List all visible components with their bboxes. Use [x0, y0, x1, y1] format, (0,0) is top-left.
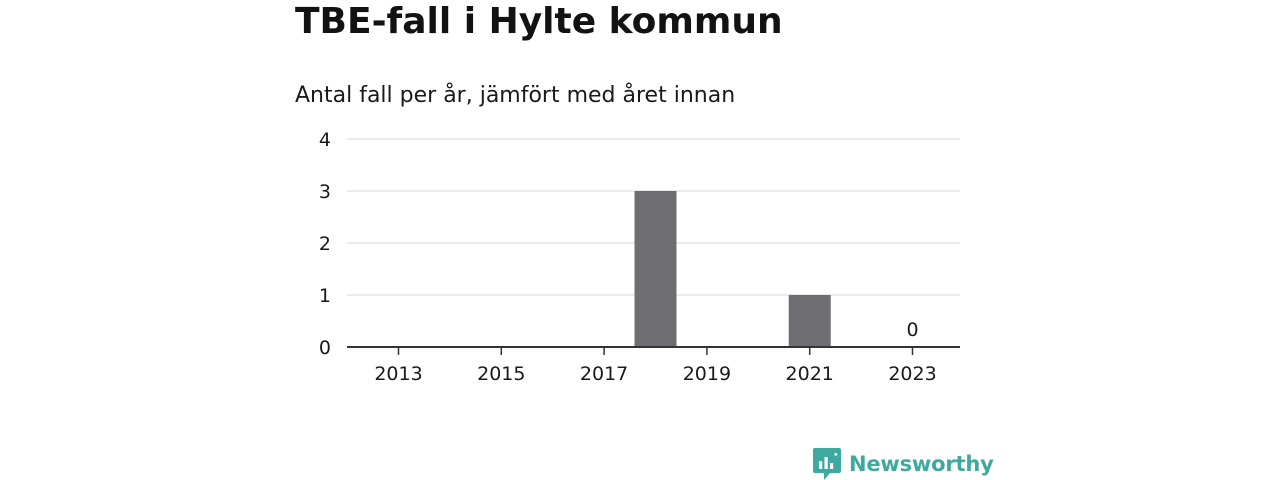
chart-title: TBE-fall i Hylte kommun: [295, 1, 783, 42]
x-tick-label: 2013: [374, 363, 422, 385]
y-tick-label: 2: [319, 233, 331, 255]
y-tick-label: 4: [319, 129, 331, 151]
x-tick-label: 2017: [580, 363, 628, 385]
x-tick-label: 2015: [477, 363, 525, 385]
y-tick-label: 1: [319, 285, 331, 307]
bar: [788, 295, 831, 347]
x-tick-label: 2023: [888, 363, 936, 385]
data-label: 0: [906, 319, 918, 341]
y-tick-label: 0: [319, 337, 331, 359]
brand-name: Newsworthy: [849, 452, 994, 476]
bar-chart-speech-bubble-icon: [813, 448, 841, 480]
x-tick-label: 2021: [786, 363, 834, 385]
newsworthy-brand[interactable]: Newsworthy: [813, 446, 994, 480]
bar: [634, 191, 677, 347]
y-tick-label: 3: [319, 181, 331, 203]
x-tick-label: 2019: [683, 363, 731, 385]
chart-subtitle: Antal fall per år, jämfört med året inna…: [295, 83, 736, 108]
